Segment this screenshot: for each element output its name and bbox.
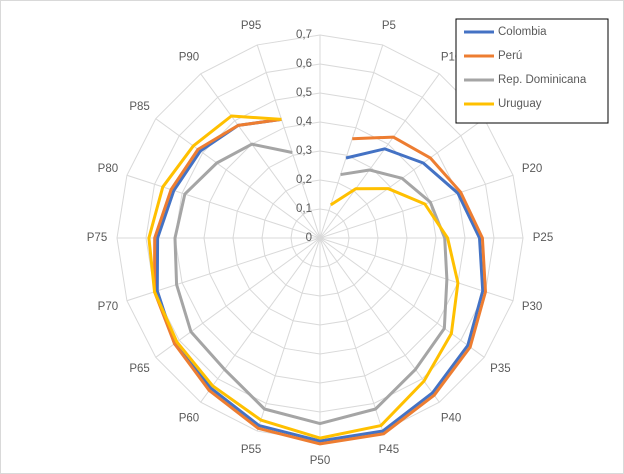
spoke	[256, 44, 321, 239]
spoke	[319, 237, 485, 358]
spoke	[319, 44, 384, 239]
y-tick-label: 0,7	[296, 29, 312, 41]
grid-ring	[145, 63, 495, 413]
series-line	[147, 114, 460, 440]
spoke	[200, 237, 321, 403]
legend: Colombia Perú Rep. Dominicana Uruguay	[455, 18, 609, 124]
category-label: P30	[522, 301, 542, 313]
category-label: P75	[87, 232, 107, 244]
category-label: P5	[382, 20, 396, 32]
category-label: P85	[129, 101, 149, 113]
spoke	[155, 237, 321, 358]
category-label: P70	[98, 301, 118, 313]
spoke	[319, 174, 514, 239]
grid-ring	[203, 121, 437, 355]
y-tick-label: 0,6	[296, 58, 312, 70]
category-label: P60	[179, 412, 199, 424]
category-label: P40	[441, 412, 461, 424]
y-tick-label: 0,3	[296, 145, 312, 157]
y-tick-label: 0,1	[296, 203, 312, 215]
grid-ring	[261, 179, 379, 297]
spoke	[126, 237, 321, 302]
spoke	[126, 174, 321, 239]
spoke	[319, 73, 440, 239]
spoke	[155, 118, 321, 239]
legend-label: Colombia	[498, 26, 547, 38]
category-label: P35	[490, 363, 510, 375]
grid-ring	[290, 208, 350, 268]
spoke	[200, 73, 321, 239]
category-label: P45	[379, 444, 399, 456]
series-line	[155, 117, 485, 443]
spoke	[319, 237, 440, 403]
grid-ring	[232, 150, 408, 326]
spoke	[319, 237, 514, 302]
legend-label: Perú	[498, 50, 522, 62]
series-line	[173, 142, 449, 426]
legend-label: Rep. Dominicana	[498, 74, 587, 86]
series-line	[153, 117, 487, 446]
category-label: P65	[129, 363, 149, 375]
category-label: P55	[241, 444, 261, 456]
y-tick-label: 0	[306, 232, 312, 244]
category-label: P25	[533, 232, 553, 244]
y-tick-label: 0,5	[296, 87, 312, 99]
y-tick-label: 0,4	[296, 116, 313, 128]
category-label: P90	[179, 52, 199, 64]
category-label: P80	[98, 163, 118, 175]
legend-label: Uruguay	[498, 98, 542, 110]
y-tick-label: 0,2	[296, 174, 312, 186]
spoke	[319, 237, 384, 432]
legend-box	[455, 18, 609, 124]
spoke	[256, 237, 321, 432]
category-label: P95	[241, 20, 261, 32]
series-lines	[147, 114, 487, 446]
category-label: P20	[522, 163, 542, 175]
grid	[116, 34, 524, 442]
grid-ring	[174, 92, 466, 384]
category-label: P50	[310, 455, 330, 467]
